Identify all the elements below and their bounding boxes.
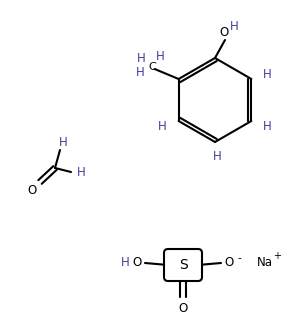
Text: +: + (273, 251, 281, 261)
Text: H: H (263, 119, 272, 133)
Text: Na: Na (257, 256, 273, 270)
Text: O: O (219, 27, 229, 40)
Text: H: H (158, 119, 167, 133)
Text: O: O (178, 303, 188, 312)
Text: O: O (132, 256, 142, 270)
Text: H: H (137, 51, 146, 65)
FancyBboxPatch shape (164, 249, 202, 281)
Text: O: O (224, 256, 234, 270)
Text: H: H (263, 67, 272, 80)
Text: C: C (149, 62, 157, 72)
Text: H: H (136, 66, 145, 79)
Text: H: H (76, 165, 85, 178)
Text: H: H (58, 135, 68, 149)
Text: -: - (237, 253, 241, 263)
Text: H: H (230, 21, 238, 33)
Text: S: S (178, 258, 188, 272)
Text: H: H (121, 256, 129, 269)
Text: H: H (213, 149, 221, 163)
Text: H: H (156, 50, 165, 62)
Text: O: O (27, 184, 37, 197)
